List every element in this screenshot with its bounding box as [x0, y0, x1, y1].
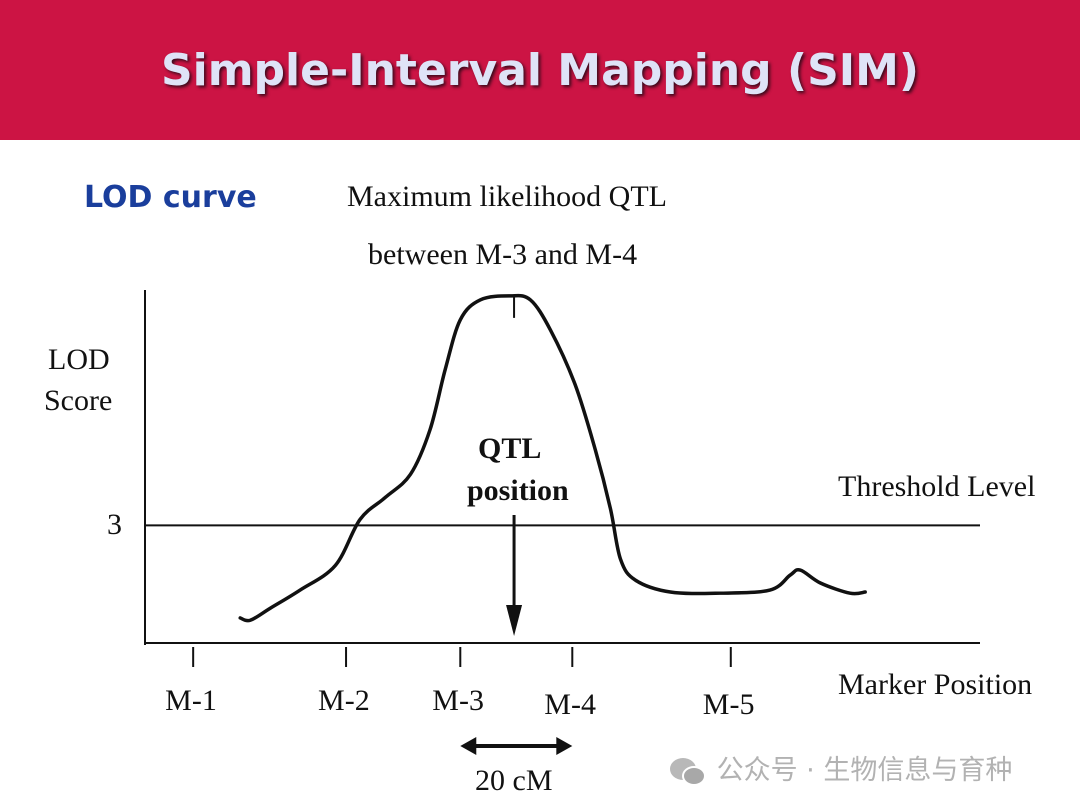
scale-bar-label: 20 cM — [475, 764, 553, 797]
slide-title: Simple-Interval Mapping (SIM) — [160, 45, 920, 96]
marker-label: M-4 — [544, 688, 596, 721]
marker-label: M-2 — [318, 684, 370, 717]
qtl-label-line-1: QTL — [478, 432, 542, 465]
title-banner: Simple-Interval Mapping (SIM) — [0, 0, 1080, 140]
watermark-text: 公众号 · 生物信息与育种 — [716, 755, 1013, 786]
scale-bar-arrow-left — [460, 737, 477, 755]
wechat-icon — [670, 757, 706, 786]
marker-label: M-1 — [165, 684, 217, 717]
lod-curve — [238, 293, 867, 623]
threshold-label: Threshold Level — [838, 470, 1036, 503]
chart-title-line-2: between M-3 and M-4 — [368, 238, 638, 271]
threshold-tick-label: 3 — [107, 508, 122, 541]
watermark: 公众号 · 生物信息与育种 — [668, 748, 1012, 789]
y-label-line-2: Score — [44, 384, 113, 417]
y-label-line-1: LOD — [48, 343, 110, 376]
qtl-label-line-2: position — [467, 474, 569, 507]
subtitle: LOD curve — [84, 180, 257, 215]
chart-title-line-1: Maximum likelihood QTL — [347, 180, 667, 213]
marker-label: M-5 — [702, 688, 755, 721]
x-axis-label: Marker Position — [838, 668, 1033, 701]
qtl-arrow-head — [506, 605, 523, 636]
scale-bar-arrow-right — [556, 737, 573, 755]
marker-label: M-3 — [432, 684, 484, 717]
